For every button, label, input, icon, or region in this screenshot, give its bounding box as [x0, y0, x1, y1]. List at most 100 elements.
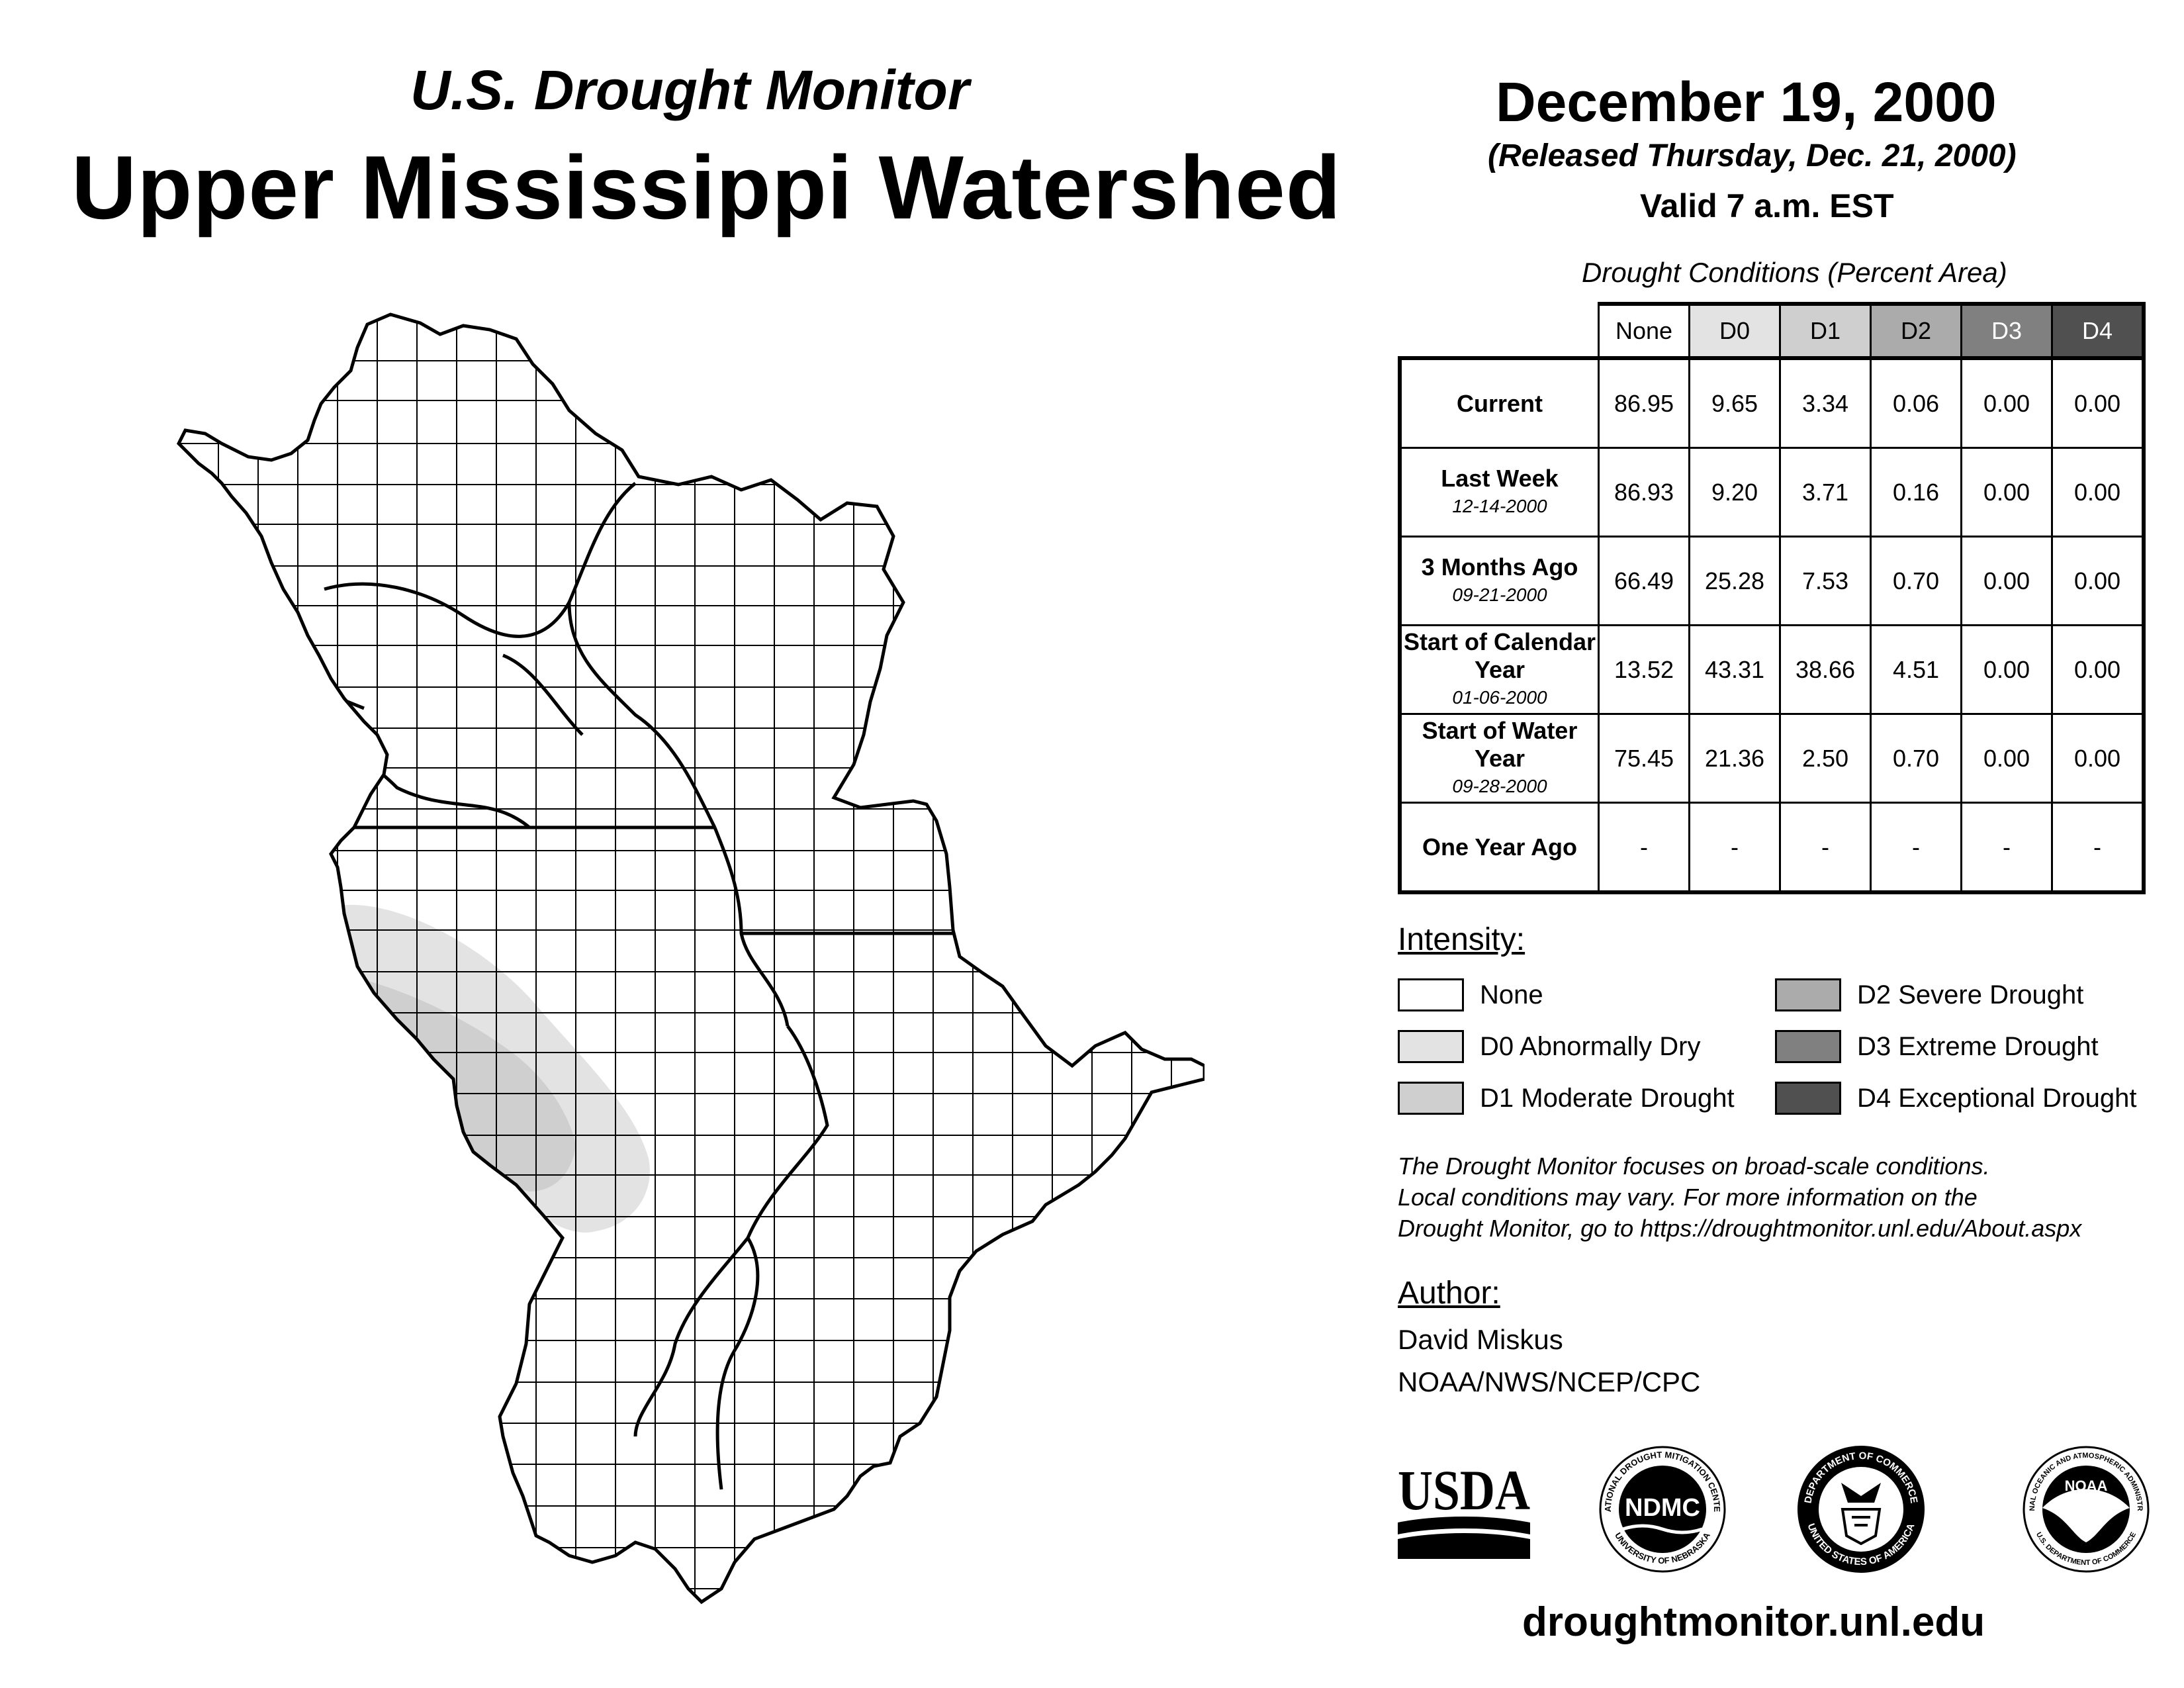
col-header-none: None: [1598, 302, 1690, 359]
row-label-text: Last Week: [1441, 464, 1559, 492]
legend-label: D2 Severe Drought: [1857, 980, 2084, 1009]
table-cell: 25.28: [1688, 536, 1781, 626]
noaa-logo: NATIONAL OCEANIC AND ATMOSPHERIC ADMINIS…: [2023, 1446, 2150, 1573]
table-cell: 0.00: [1960, 713, 2053, 804]
col-header-d1: D1: [1779, 302, 1872, 359]
legend-label: D0 Abnormally Dry: [1480, 1031, 1701, 1061]
disclaimer: The Drought Monitor focuses on broad-sca…: [1398, 1150, 2179, 1244]
usda-logo: USDA: [1398, 1458, 1530, 1559]
row-label-date: 09-28-2000: [1452, 775, 1547, 796]
row-label-text: 3 Months Ago: [1421, 553, 1578, 581]
legend-item-none: None: [1398, 978, 1543, 1011]
table-cell: 86.93: [1598, 447, 1690, 538]
footer-url[interactable]: droughtmonitor.unl.edu: [1522, 1599, 1985, 1645]
table-cell: 9.65: [1688, 356, 1781, 449]
col-header-d3: D3: [1960, 302, 2053, 359]
legend-item-d3: D3 Extreme Drought: [1775, 1030, 2099, 1063]
table-cell: 0.00: [1960, 447, 2053, 538]
table-cell: 75.45: [1598, 713, 1690, 804]
table-row: 3 Months Ago 09-21-2000 66.49 25.28 7.53 …: [1398, 536, 2146, 626]
valid-time: Valid 7 a.m. EST: [1640, 187, 1894, 224]
table-cell: 0.00: [1960, 624, 2053, 715]
legend-swatch: [1398, 1030, 1464, 1063]
table-cell: -: [1598, 802, 1690, 894]
agency-logos: USDA NATIONAL DROUGHT MITIGATION CENTER …: [1398, 1446, 2150, 1573]
table-cell: 3.71: [1779, 447, 1872, 538]
row-label-date: 09-21-2000: [1452, 584, 1547, 605]
legend-item-d0: D0 Abnormally Dry: [1398, 1030, 1700, 1063]
table-cell: 0.70: [1870, 713, 1962, 804]
row-label-text: Start of Water Year: [1422, 716, 1578, 772]
table-cell: 43.31: [1688, 624, 1781, 715]
legend-item-d4: D4 Exceptional Drought: [1775, 1082, 2136, 1115]
watershed-map: [172, 311, 1205, 1628]
table-cell: 0.00: [1960, 356, 2053, 449]
row-label: Start of Water Year 09-28-2000: [1398, 713, 1600, 804]
map-date: December 19, 2000: [1496, 71, 1997, 133]
legend-label: D4 Exceptional Drought: [1857, 1083, 2137, 1113]
table-cell: -: [1870, 802, 1962, 894]
row-label-text: Current: [1456, 389, 1543, 417]
table-cell: 0.00: [1960, 536, 2053, 626]
legend-swatch: [1775, 1082, 1841, 1115]
row-label-date: 01-06-2000: [1452, 686, 1547, 708]
table-cell: 13.52: [1598, 624, 1690, 715]
table-row: One Year Ago - - - - - -: [1398, 802, 2146, 894]
row-label: 3 Months Ago 09-21-2000: [1398, 536, 1600, 626]
table-cell: 0.00: [2051, 356, 2146, 449]
table-row: Last Week 12-14-2000 86.93 9.20 3.71 0.16…: [1398, 447, 2146, 538]
table-cell: 4.51: [1870, 624, 1962, 715]
table-cell: 38.66: [1779, 624, 1872, 715]
disclaimer-line: Local conditions may vary. For more info…: [1398, 1184, 1978, 1211]
table-cell: 7.53: [1779, 536, 1872, 626]
table-cell: 86.95: [1598, 356, 1690, 449]
legend-label: D1 Moderate Drought: [1480, 1083, 1735, 1113]
table-row: Start of Water Year 09-28-2000 75.45 21.3…: [1398, 713, 2146, 804]
legend-item-d2: D2 Severe Drought: [1775, 978, 2083, 1011]
author-name: David Miskus: [1398, 1324, 1563, 1355]
table-corner: [1400, 304, 1599, 358]
table-cell: 21.36: [1688, 713, 1781, 804]
legend-label: D3 Extreme Drought: [1857, 1031, 2099, 1061]
table-header-row: None D0 D1 D2 D3 D4: [1400, 302, 2146, 359]
table-cell: -: [1779, 802, 1872, 894]
row-label: Start of Calendar Year 01-06-2000: [1398, 624, 1600, 715]
row-label: One Year Ago: [1398, 802, 1600, 894]
legend-label: None: [1480, 980, 1543, 1009]
table-caption: Drought Conditions (Percent Area): [1582, 257, 2007, 288]
table-cell: 2.50: [1779, 713, 1872, 804]
table-cell: 9.20: [1688, 447, 1781, 538]
ndmc-logo: NATIONAL DROUGHT MITIGATION CENTER UNIVE…: [1599, 1446, 1726, 1573]
table-row: Start of Calendar Year 01-06-2000 13.52 4…: [1398, 624, 2146, 715]
release-date: (Released Thursday, Dec. 21, 2000): [1488, 138, 2017, 173]
author-title: Author:: [1398, 1276, 1500, 1311]
table-cell: -: [2051, 802, 2146, 894]
table-cell: 0.70: [1870, 536, 1962, 626]
author-org: NOAA/NWS/NCEP/CPC: [1398, 1366, 1701, 1397]
ndmc-logo-text: NDMC: [1625, 1494, 1700, 1522]
table-cell: 0.00: [2051, 713, 2146, 804]
doc-seal: DEPARTMENT OF COMMERCE UNITED STATES OF …: [1797, 1446, 1925, 1573]
row-label: Current: [1398, 356, 1600, 449]
row-label-text: One Year Ago: [1422, 833, 1578, 861]
noaa-logo-text: NOAA: [2065, 1477, 2108, 1494]
legend-swatch: [1775, 978, 1841, 1011]
usda-logo-text: USDA: [1398, 1458, 1530, 1522]
legend-title: Intensity:: [1398, 922, 1525, 957]
legend-item-d1: D1 Moderate Drought: [1398, 1082, 1735, 1115]
col-header-d4: D4: [2051, 302, 2146, 359]
table-cell: 0.00: [2051, 447, 2146, 538]
table-cell: 0.06: [1870, 356, 1962, 449]
table-cell: -: [1688, 802, 1781, 894]
row-label-date: 12-14-2000: [1452, 495, 1547, 516]
table-cell: 0.16: [1870, 447, 1962, 538]
legend-swatch: [1398, 1082, 1464, 1115]
table-cell: 3.34: [1779, 356, 1872, 449]
col-header-d2: D2: [1870, 302, 1962, 359]
legend-swatch: [1775, 1030, 1841, 1063]
table-cell: 0.00: [2051, 536, 2146, 626]
row-label-text: Start of Calendar Year: [1403, 628, 1596, 683]
drought-stats-table: None D0 D1 D2 D3 D4 Current 86.95 9.65 3…: [1398, 302, 2146, 894]
table-cell: 66.49: [1598, 536, 1690, 626]
col-header-d0: D0: [1688, 302, 1781, 359]
